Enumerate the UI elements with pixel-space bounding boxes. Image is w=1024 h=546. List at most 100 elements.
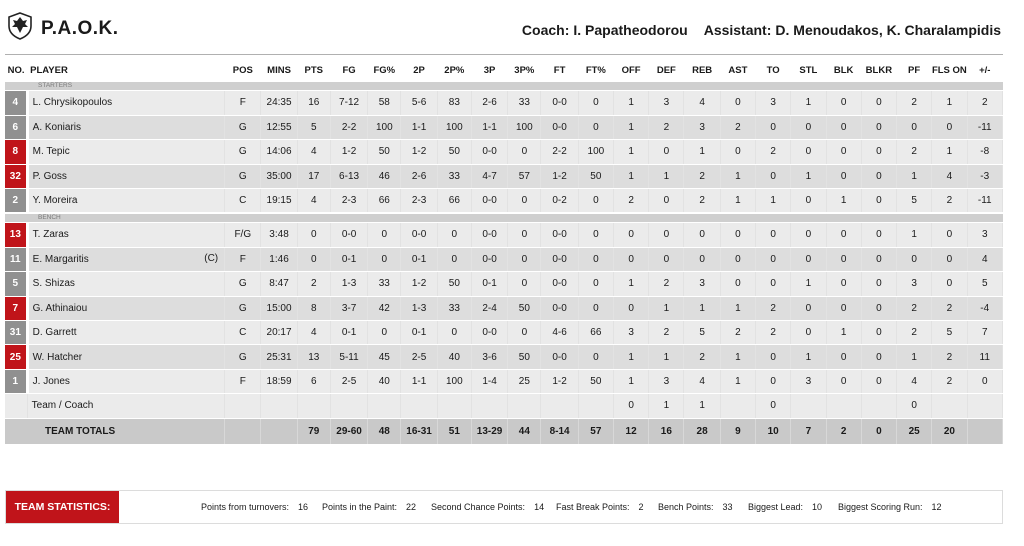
column-header[interactable]: POS (232, 64, 253, 76)
player-name[interactable]: M. Tepic (32, 146, 70, 158)
stat-cell-to: 0 (755, 115, 792, 141)
team-coach-row: Team / Coach 0 1 1 0 0 (5, 393, 1003, 419)
player-name-cell[interactable]: G. Athinaiou (27, 296, 226, 322)
player-name[interactable]: S. Shizas (32, 278, 75, 290)
player-row[interactable]: 7 G. Athinaiou G 15:00 8 3-7 42 1-3 33 2-4 50 0-0 0 0… (5, 296, 1003, 322)
stat-cell-pts: 17 (297, 164, 331, 190)
player-row[interactable]: 8 M. Tepic G 14:06 4 1-2 50 1-2 50 0-0 0 2-2 100 1 0 1 0… (5, 139, 1003, 165)
player-name[interactable]: P. Goss (32, 170, 67, 182)
player-name-cell[interactable]: A. Koniaris (27, 115, 226, 141)
column-header[interactable]: BLKR (865, 64, 893, 76)
stat-cell-mins: 1:46 (260, 247, 298, 273)
column-header[interactable]: 2P (413, 64, 425, 76)
column-header[interactable]: FT (553, 64, 566, 76)
jersey-number: 7 (5, 296, 29, 322)
team-header: P.A.O.K. Coach: I. Papatheodorou Assistant… (5, 8, 1003, 52)
player-row[interactable]: 13 T. Zaras F/G 3:48 0 0-0 0 0-0 0 0-0 0 0-0 0 0 0 0 0 0 0… (5, 222, 1003, 248)
stat-cell-ft-: 66 (578, 320, 614, 346)
stat-cell-2p-: 0 (437, 320, 472, 346)
player-row[interactable]: 32 P. Goss G 35:00 17 6-13 46 2-6 33 4-7 57 1-2 50 1 1… (5, 164, 1003, 190)
player-name-cell[interactable]: W. Hatcher (27, 344, 226, 370)
stat-cell-ft: 0-0 (540, 271, 579, 297)
player-name[interactable]: Y. Moreira (32, 195, 78, 207)
column-header[interactable]: FG% (373, 64, 396, 76)
player-row[interactable]: 5 S. Shizas G 8:47 2 1-3 33 1-2 50 0-1 0 0-0 0 1 2 3 0 0 1… (5, 271, 1003, 297)
stat-cell-off: 1 (613, 344, 650, 370)
player-name-cell[interactable]: E. Margaritis (C) (27, 247, 226, 273)
player-row[interactable]: 4 L. Chrysikopoulos F 24:35 16 7-12 58 5-6 83 2-6… (5, 91, 1003, 116)
stat-cell-to: 0 (755, 271, 792, 297)
player-name[interactable]: T. Zaras (32, 229, 69, 241)
column-header[interactable]: PF (908, 64, 921, 76)
stat-cell-reb: 4 (683, 369, 721, 395)
player-name[interactable]: W. Hatcher (32, 351, 83, 363)
stat-cell-pos: C (224, 188, 262, 214)
column-header[interactable]: PTS (304, 64, 324, 76)
player-name[interactable]: G. Athinaiou (32, 302, 88, 314)
stat-cell-blk: 0 (826, 91, 862, 116)
column-header[interactable]: FLS ON (931, 64, 967, 76)
team-stat-label: Points in the Paint: (322, 502, 398, 512)
player-name[interactable]: A. Koniaris (32, 122, 82, 134)
column-header[interactable]: STL (799, 64, 818, 76)
stat-cell-3p-: 25 (507, 369, 542, 395)
column-header[interactable]: PLAYER (30, 64, 68, 76)
player-name[interactable]: J. Jones (32, 375, 70, 387)
stat-cell-pts: 2 (297, 271, 331, 297)
column-header[interactable]: OFF (621, 64, 641, 76)
column-header[interactable]: NO. (7, 64, 25, 76)
stat-cell-mins: 24:35 (260, 91, 298, 116)
player-row[interactable]: 11 E. Margaritis (C) F 1:46 0 0-1 0 0-1 0 0-0 0 0-0 0… (5, 247, 1003, 273)
stat-cell-ft-: 0 (578, 91, 614, 116)
column-header[interactable]: +/- (979, 64, 991, 76)
stat-cell-off: 0 (613, 247, 650, 273)
column-header[interactable]: DEF (656, 64, 676, 76)
stat-cell-3p: 1-4 (471, 369, 509, 395)
stat-cell-off: 1 (613, 164, 650, 190)
stat-cell-3p: 0-1 (471, 271, 509, 297)
column-header[interactable]: BLK (833, 64, 854, 76)
stat-cell-pos: F (224, 369, 262, 395)
column-header[interactable]: 3P% (514, 64, 535, 76)
stat-cell-blk: 1 (826, 188, 862, 214)
team-stat-item: Bench Points: 33 (658, 502, 733, 512)
column-header[interactable]: 2P% (444, 64, 465, 76)
player-name-cell[interactable]: D. Garrett (27, 320, 226, 346)
stat-cell-3p: 4-7 (471, 164, 509, 190)
player-name-cell[interactable]: Y. Moreira (27, 188, 226, 214)
column-header[interactable]: AST (728, 64, 748, 76)
stat-cell-2p-: 50 (437, 271, 472, 297)
column-header[interactable]: FT% (585, 64, 606, 76)
player-name[interactable]: D. Garrett (32, 327, 77, 339)
player-name-cell[interactable]: J. Jones (27, 369, 226, 395)
team-total-stat (260, 418, 298, 445)
column-header[interactable]: REB (692, 64, 713, 76)
stat-cell-blkr: 0 (861, 139, 898, 165)
stat-cell-to: 0 (755, 247, 792, 273)
player-name-cell[interactable]: P. Goss (27, 164, 226, 190)
stat-cell-ft-: 50 (578, 164, 614, 190)
column-header[interactable]: FG (342, 64, 356, 76)
player-row[interactable]: 2 Y. Moreira C 19:15 4 2-3 66 2-3 66 0-0 0 0-2 0 2 0 2 1… (5, 188, 1003, 214)
stat-cell-ast: 0 (720, 271, 757, 297)
stat-cell-fg: 2-5 (330, 369, 369, 395)
player-name-cell[interactable]: M. Tepic (27, 139, 226, 165)
player-row[interactable]: 6 A. Koniaris G 12:55 5 2-2 100 1-1 100 1-1 100 0-0… (5, 115, 1003, 141)
column-header[interactable]: 3P (483, 64, 496, 76)
player-name-cell[interactable]: S. Shizas (27, 271, 226, 297)
stat-cell-blk: 0 (826, 296, 862, 322)
player-name[interactable]: E. Margaritis (32, 254, 89, 266)
player-row[interactable]: 25 W. Hatcher G 25:31 13 5-11 45 2-5 40 3-6 50 0-0 0… (5, 344, 1003, 370)
stat-cell--: -11 (967, 115, 1003, 141)
team-total-stat: 79 (297, 418, 331, 445)
player-name-cell[interactable]: L. Chrysikopoulos (27, 91, 226, 116)
player-row[interactable]: 31 D. Garrett C 20:17 4 0-1 0 0-1 0 0-0 0 4-6 66 3 2 5 2… (5, 320, 1003, 346)
column-header[interactable]: MINS (267, 64, 291, 76)
player-name[interactable]: L. Chrysikopoulos (32, 97, 113, 109)
team-total-stat: 2 (826, 418, 862, 445)
stat-cell-3p: 3-6 (471, 344, 509, 370)
player-row[interactable]: 1 J. Jones F 18:59 6 2-5 40 1-1 100 1-4 25 1-2 50 1 3 4… (5, 369, 1003, 395)
team-stat-label: Points from turnovers: (201, 502, 290, 512)
column-header[interactable]: TO (766, 64, 780, 76)
player-name-cell[interactable]: T. Zaras (27, 222, 226, 248)
